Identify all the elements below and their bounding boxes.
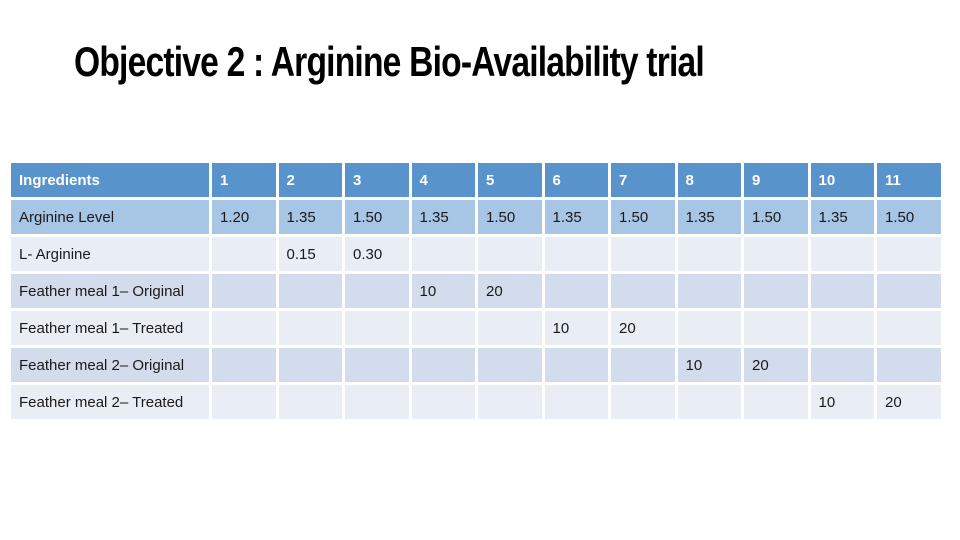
- header-row: Ingredients 1 2 3 4 5 6 7 8 9 10 11: [11, 163, 941, 197]
- header-cell-9: 9: [744, 163, 808, 197]
- header-cell-10: 10: [810, 163, 874, 197]
- table-cell: [877, 348, 941, 382]
- table-cell: [278, 348, 342, 382]
- header-cell-4: 4: [411, 163, 475, 197]
- table-cell: [278, 311, 342, 345]
- table-cell: [810, 311, 874, 345]
- table-cell: 1.35: [411, 200, 475, 234]
- table-cell: [212, 237, 276, 271]
- table-cell: [744, 274, 808, 308]
- row-label: Feather meal 1– Original: [11, 274, 209, 308]
- header-cell-3: 3: [345, 163, 409, 197]
- table-row: Arginine Level 1.20 1.35 1.50 1.35 1.50 1.35 1.…: [11, 200, 941, 234]
- table-cell: [478, 311, 542, 345]
- table-cell: [345, 311, 409, 345]
- table-row: Feather meal 1– Treated 10 20: [11, 311, 941, 345]
- table-cell: [345, 274, 409, 308]
- ingredients-table: Ingredients 1 2 3 4 5 6 7 8 9 10 11 Arginine Level 1…: [8, 160, 944, 422]
- table-cell: [544, 274, 608, 308]
- header-cell-1: 1: [212, 163, 276, 197]
- table-cell: 10: [810, 385, 874, 419]
- table-cell: 1.20: [212, 200, 276, 234]
- table-cell: [744, 311, 808, 345]
- table-cell: [478, 348, 542, 382]
- table-cell: 10: [544, 311, 608, 345]
- table-cell: [877, 237, 941, 271]
- table-cell: [877, 311, 941, 345]
- table-cell: [411, 237, 475, 271]
- header-cell-7: 7: [611, 163, 675, 197]
- table-cell: [611, 348, 675, 382]
- table-cell: 1.35: [677, 200, 741, 234]
- table-cell: [345, 385, 409, 419]
- table-cell: [411, 348, 475, 382]
- table-cell: 0.30: [345, 237, 409, 271]
- table-cell: [278, 385, 342, 419]
- table-cell: 1.35: [544, 200, 608, 234]
- header-cell-2: 2: [278, 163, 342, 197]
- table-cell: [544, 348, 608, 382]
- table-row: Feather meal 2– Treated 10 20: [11, 385, 941, 419]
- table-cell: [611, 274, 675, 308]
- table-cell: 1.35: [278, 200, 342, 234]
- table-cell: [544, 385, 608, 419]
- table-cell: [744, 385, 808, 419]
- table-cell: [877, 274, 941, 308]
- table-cell: [278, 274, 342, 308]
- row-label: Feather meal 2– Original: [11, 348, 209, 382]
- table-cell: 1.50: [744, 200, 808, 234]
- table-cell: 20: [478, 274, 542, 308]
- table-cell: [212, 385, 276, 419]
- row-label: Feather meal 2– Treated: [11, 385, 209, 419]
- table-cell: 20: [877, 385, 941, 419]
- table-cell: [677, 311, 741, 345]
- header-cell-11: 11: [877, 163, 941, 197]
- table-cell: [810, 274, 874, 308]
- table-cell: [212, 274, 276, 308]
- table-row: Feather meal 1– Original 10 20: [11, 274, 941, 308]
- table-cell: 1.35: [810, 200, 874, 234]
- table-cell: [478, 385, 542, 419]
- header-cell-8: 8: [677, 163, 741, 197]
- table-cell: 0.15: [278, 237, 342, 271]
- table-cell: [212, 311, 276, 345]
- table-cell: [677, 274, 741, 308]
- table-cell: 1.50: [345, 200, 409, 234]
- table-cell: [810, 348, 874, 382]
- table-cell: [611, 385, 675, 419]
- table-cell: 20: [611, 311, 675, 345]
- table-row: Feather meal 2– Original 10 20: [11, 348, 941, 382]
- slide-title: Objective 2 : Arginine Bio-Availability …: [74, 38, 705, 85]
- table-header: Ingredients 1 2 3 4 5 6 7 8 9 10 11: [11, 163, 941, 197]
- row-label: Feather meal 1– Treated: [11, 311, 209, 345]
- table-cell: 1.50: [877, 200, 941, 234]
- table-cell: [677, 237, 741, 271]
- table-cell: 10: [411, 274, 475, 308]
- table-cell: [677, 385, 741, 419]
- table-cell: [810, 237, 874, 271]
- table-cell: 1.50: [611, 200, 675, 234]
- table-cell: [744, 237, 808, 271]
- header-cell-5: 5: [478, 163, 542, 197]
- table-cell: 20: [744, 348, 808, 382]
- header-cell-ingredients: Ingredients: [11, 163, 209, 197]
- row-label: L- Arginine: [11, 237, 209, 271]
- table-cell: [478, 237, 542, 271]
- table-cell: [345, 348, 409, 382]
- table-body: Arginine Level 1.20 1.35 1.50 1.35 1.50 1.35 1.…: [11, 200, 941, 419]
- table-cell: [411, 311, 475, 345]
- table-cell: [611, 237, 675, 271]
- table-cell: [212, 348, 276, 382]
- table-cell: 1.50: [478, 200, 542, 234]
- table-cell: [411, 385, 475, 419]
- table-cell: 10: [677, 348, 741, 382]
- table-row: L- Arginine 0.15 0.30: [11, 237, 941, 271]
- row-label: Arginine Level: [11, 200, 209, 234]
- header-cell-6: 6: [544, 163, 608, 197]
- table-cell: [544, 237, 608, 271]
